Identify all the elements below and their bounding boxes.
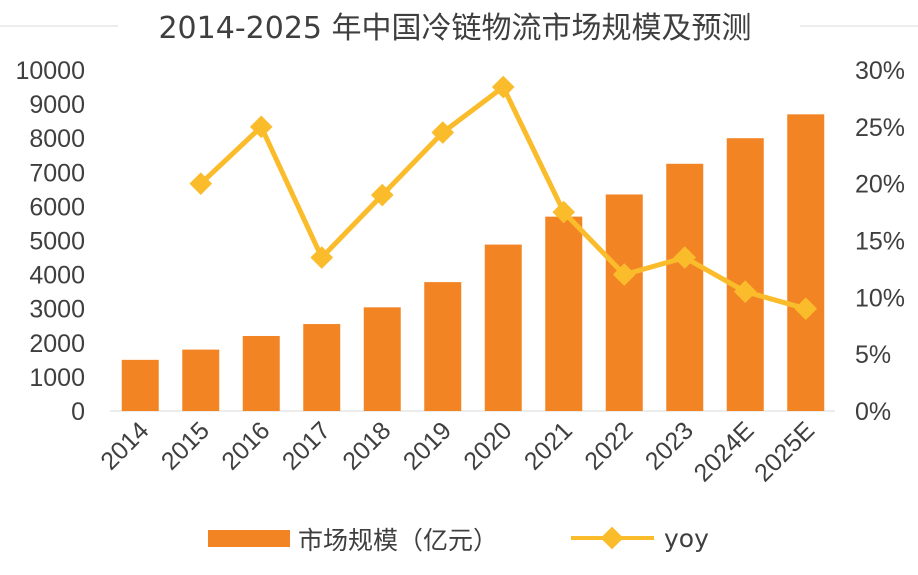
bar xyxy=(242,335,280,411)
left-tick-label: 8000 xyxy=(29,125,85,153)
bar xyxy=(484,244,522,411)
left-tick-label: 6000 xyxy=(29,193,85,221)
legend-swatch-yoy-marker xyxy=(600,526,624,550)
legend-swatch-market-size xyxy=(208,530,290,547)
bar xyxy=(787,114,825,411)
x-tick-label: 2015 xyxy=(156,416,215,475)
x-tick-label: 2018 xyxy=(337,416,396,475)
left-axis-ticks: 0 1000 2000 3000 4000 5000 6000 7000 8000 9000 100… xyxy=(15,57,85,426)
right-tick-label: 0% xyxy=(855,398,891,426)
left-tick-label: 0 xyxy=(71,398,85,426)
bar xyxy=(182,349,220,411)
right-tick-label: 5% xyxy=(855,341,891,369)
yoy-point xyxy=(794,297,818,321)
x-tick-label: 2025E xyxy=(749,416,820,487)
right-tick-label: 10% xyxy=(855,284,905,312)
yoy-point xyxy=(249,115,273,139)
right-tick-label: 15% xyxy=(855,228,905,256)
bar xyxy=(605,194,643,411)
right-tick-label: 20% xyxy=(855,171,905,199)
chart-title: 2014-2025 年中国冷链物流市场规模及预测 xyxy=(158,11,751,46)
x-tick-label: 2021 xyxy=(519,416,578,475)
left-tick-label: 4000 xyxy=(29,262,85,290)
x-tick-label: 2020 xyxy=(458,416,517,475)
legend-label-market-size: 市场规模（亿元） xyxy=(298,526,498,555)
left-tick-label: 9000 xyxy=(29,91,85,119)
bar xyxy=(726,138,764,411)
left-tick-label: 5000 xyxy=(29,228,85,256)
right-tick-label: 30% xyxy=(855,57,905,85)
yoy-series xyxy=(189,75,818,321)
legend-label-yoy: yoy xyxy=(664,524,709,553)
x-tick-label: 2022 xyxy=(579,416,638,475)
x-tick-label: 2016 xyxy=(216,416,275,475)
x-tick-label: 2017 xyxy=(277,416,336,475)
yoy-point xyxy=(310,246,334,269)
bar xyxy=(303,324,341,411)
left-tick-label: 1000 xyxy=(29,364,85,392)
bar xyxy=(363,307,401,411)
bar xyxy=(545,216,583,411)
bar xyxy=(121,359,159,411)
legend: 市场规模（亿元） yoy xyxy=(208,524,709,555)
x-axis-ticks: 2014 2015 2016 2017 2018 2019 2020 2021 2022 2023… xyxy=(95,416,820,487)
bar xyxy=(424,282,462,411)
x-tick-label: 2019 xyxy=(398,416,457,475)
right-tick-label: 25% xyxy=(855,114,905,142)
left-tick-label: 7000 xyxy=(29,159,85,187)
left-tick-label: 3000 xyxy=(29,296,85,324)
left-tick-label: 2000 xyxy=(29,330,85,358)
yoy-point xyxy=(612,263,636,286)
x-tick-label: 2024E xyxy=(689,416,760,487)
right-axis-ticks: 0% 5% 10% 15% 20% 25% 30% xyxy=(855,57,905,426)
x-tick-label: 2014 xyxy=(95,416,154,475)
yoy-point xyxy=(733,280,757,303)
title-group: 2014-2025 年中国冷链物流市场规模及预测 xyxy=(0,11,918,46)
yoy-point xyxy=(491,75,515,99)
bar-series xyxy=(121,114,825,411)
bar xyxy=(666,163,704,411)
left-tick-label: 10000 xyxy=(15,57,85,85)
